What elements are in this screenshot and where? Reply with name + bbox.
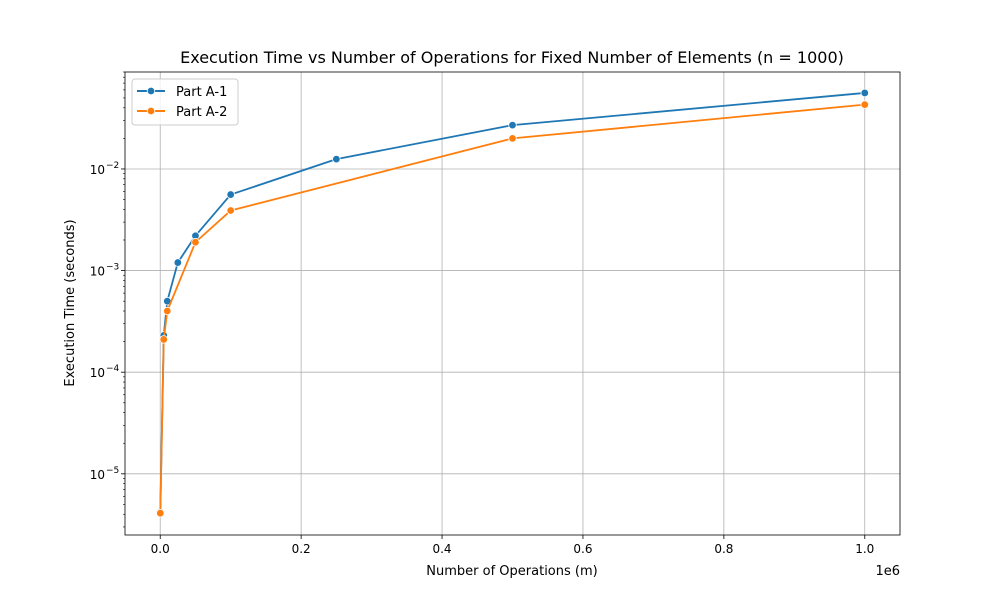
chart-title: Execution Time vs Number of Operations f… xyxy=(180,48,844,67)
x-axis-label: Number of Operations (m) xyxy=(426,564,597,579)
data-point xyxy=(156,508,165,518)
data-point xyxy=(332,154,341,164)
x-tick-label: 0.2 xyxy=(292,542,311,556)
y-tick-label-exponent: −2 xyxy=(106,161,119,171)
y-tick-label-base: 10 xyxy=(90,366,105,380)
plot-area-frame xyxy=(124,71,901,536)
legend-marker-part-a-2 xyxy=(146,106,156,116)
legend-label-part-a-2: Part A-2 xyxy=(176,105,227,120)
data-point xyxy=(226,206,235,215)
data-point xyxy=(508,120,517,130)
x-tick-label: 0.6 xyxy=(573,542,592,556)
x-tick-label: 0.4 xyxy=(432,542,451,556)
x-axis-ticks: 0.0 0.2 0.4 0.6 0.8 1.0 xyxy=(151,535,874,556)
y-tick-label-base: 10 xyxy=(90,265,105,279)
y-axis-label: Execution Time (seconds) xyxy=(63,219,78,386)
data-point xyxy=(860,88,869,98)
y-tick-label-exponent: −5 xyxy=(106,466,119,476)
legend-label-part-a-1: Part A-1 xyxy=(176,85,227,100)
y-axis-ticks: 10−510−410−310−2 xyxy=(90,71,125,528)
x-tick-label: 0.8 xyxy=(714,542,733,556)
legend-marker-part-a-1 xyxy=(146,86,156,96)
series-layer xyxy=(156,88,869,518)
data-point xyxy=(860,100,869,109)
x-axis-offset-label: 1e6 xyxy=(875,564,900,579)
y-tick-label-base: 10 xyxy=(90,468,105,482)
y-tick-label-base: 10 xyxy=(90,163,105,177)
data-point xyxy=(191,238,200,247)
x-tick-label: 1.0 xyxy=(855,542,874,556)
data-point xyxy=(173,258,183,267)
data-point xyxy=(159,335,168,344)
data-point xyxy=(226,190,235,199)
grid-lines xyxy=(125,72,900,535)
legend: Part A-1 Part A-2 xyxy=(131,78,239,126)
data-point xyxy=(508,134,517,143)
data-point xyxy=(163,306,172,316)
x-tick-label: 0.0 xyxy=(151,542,170,556)
y-tick-label-exponent: −3 xyxy=(106,263,119,273)
y-tick-label-exponent: −4 xyxy=(106,364,120,374)
